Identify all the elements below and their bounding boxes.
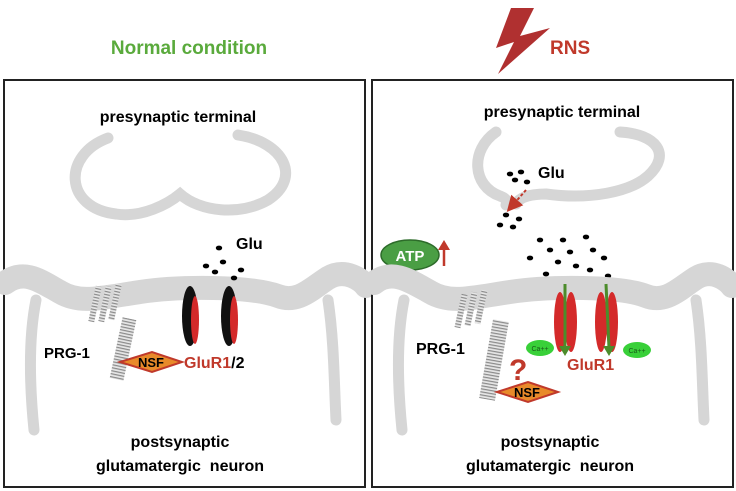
left-postsynaptic-membrane-left-arm (25, 294, 42, 436)
right-postsynaptic-membrane-right-arm (690, 294, 710, 426)
calcium-ion-2 (623, 342, 651, 358)
glu-release-arrow (506, 189, 527, 213)
right-presynaptic-terminal-left (472, 126, 513, 211)
right-glu-label: Glu (538, 165, 565, 182)
question-mark: ? (509, 354, 527, 387)
right-presynaptic-terminal-right (510, 126, 665, 210)
right-presynaptic-label: presynaptic terminal (484, 104, 641, 121)
atp-label: ATP (396, 248, 425, 265)
calcium-ion-1-label: Ca++ (531, 346, 548, 353)
left-nsf-protein (116, 350, 186, 374)
left-postsynaptic-membrane (0, 262, 378, 311)
left-nsf-label: NSF (138, 355, 164, 370)
left-glu-label: Glu (236, 236, 263, 253)
left-glur-receptor-2 (221, 286, 238, 346)
calcium-ion-2-label: Ca++ (628, 348, 645, 355)
right-glur-label: GluR1 (567, 357, 614, 374)
left-postsynaptic-membrane-right-arm (322, 294, 342, 426)
left-glur-label-red: GluR1 (184, 355, 231, 372)
left-presynaptic-terminal (69, 129, 292, 221)
left-glutamate-molecules (202, 245, 245, 281)
right-prg1-label: PRG-1 (416, 341, 465, 358)
left-glur-label-suffix: /2 (231, 355, 244, 372)
right-postsynaptic-line1: postsynaptic (501, 434, 600, 451)
right-glutamate-molecules (496, 169, 612, 279)
left-postsynaptic-line1: postsynaptic (131, 434, 230, 451)
left-glur-receptor-1 (182, 286, 199, 346)
lightning-bolt-icon (496, 8, 550, 74)
right-postsynaptic-membrane-left-arm (393, 294, 410, 436)
right-prg1-protein (454, 289, 509, 401)
left-panel: presynaptic terminal Glu PRG-1 NSF (0, 79, 378, 488)
normal-condition-heading: Normal condition (111, 38, 267, 59)
right-postsynaptic-membrane (362, 262, 736, 311)
left-prg1-protein (88, 283, 137, 381)
atp-increase-arrow-icon (438, 240, 450, 266)
right-glur-receptor-1 (554, 284, 577, 356)
right-glur-receptor-2 (595, 283, 618, 356)
left-postsynaptic-line2: glutamatergic neuron (96, 458, 264, 475)
left-presynaptic-label: presynaptic terminal (100, 109, 257, 126)
right-nsf-label: NSF (514, 385, 540, 400)
rns-heading: RNS (550, 38, 590, 59)
right-nsf-protein (493, 380, 562, 404)
right-postsynaptic-line2: glutamatergic neuron (466, 458, 634, 475)
calcium-ion-1 (526, 340, 554, 356)
right-panel: presynaptic terminal (362, 79, 736, 488)
left-prg1-label: PRG-1 (44, 345, 90, 362)
left-glur-label: GluR1/2 (184, 355, 245, 372)
